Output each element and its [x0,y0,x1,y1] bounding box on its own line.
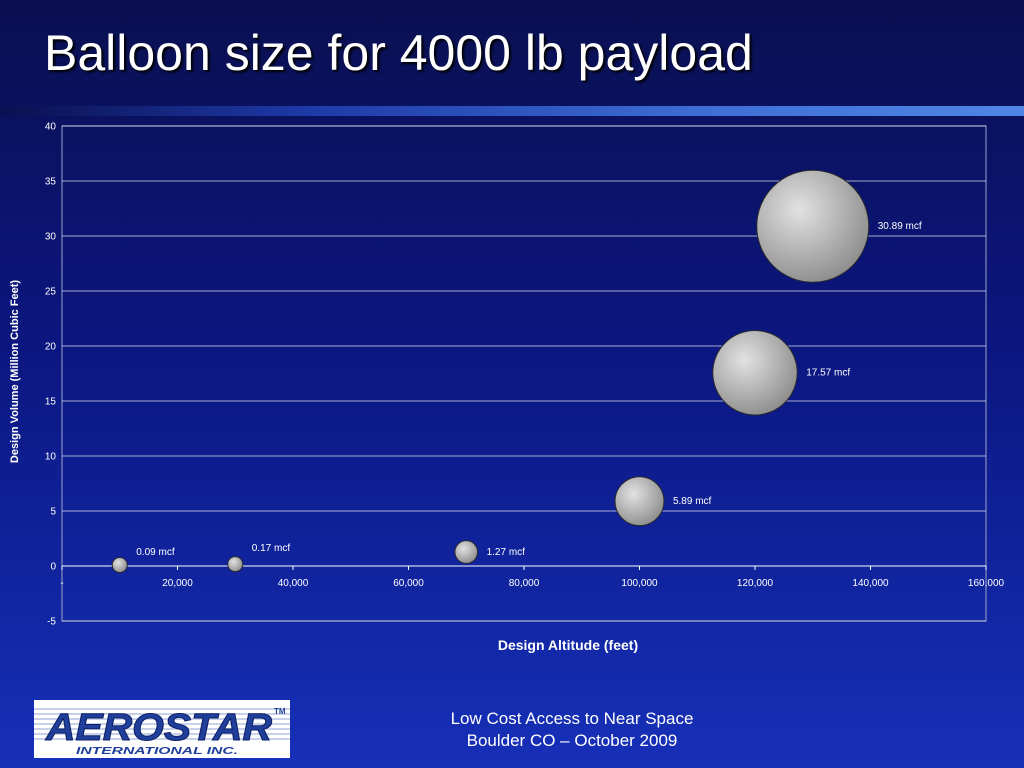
x-tick-label: 60,000 [393,578,424,589]
bubble-data-label: 17.57 mcf [806,368,850,379]
logo-stripe [34,718,290,720]
y-tick-label: 35 [45,177,57,188]
y-tick-label: 0 [50,562,56,573]
bubble-data-label: 30.89 mcf [878,221,922,232]
y-tick-label: 20 [45,342,57,353]
svg-text:AEROSTAR: AEROSTAR [45,707,273,749]
bubble [614,476,665,527]
x-tick-label: 100,000 [621,578,658,589]
logo-stripe [34,728,290,730]
aerostar-logo: AEROSTAR INTERNATIONAL INC. TM [34,700,290,758]
logo-stripe [34,738,290,740]
x-tick-label: - [60,578,63,589]
y-tick-label: 25 [45,287,57,298]
bubble [454,540,479,564]
x-tick-label: 40,000 [278,578,309,589]
y-tick-label: 40 [45,122,57,133]
bubble-data-label: 1.27 mcf [487,547,526,558]
bubble-data-label: 0.09 mcf [136,547,175,558]
svg-text:INTERNATIONAL INC.: INTERNATIONAL INC. [76,746,238,757]
bubble [227,556,244,573]
bubble-data-label: 5.89 mcf [673,496,712,507]
logo-stripe [34,723,290,725]
logo-stripe [34,708,290,710]
footer: Low Cost Access to Near Space Boulder CO… [420,708,724,752]
y-axis-title: Design Volume (Million Cubic Feet) [9,280,21,463]
bubble [712,329,798,416]
x-tick-label: 20,000 [162,578,193,589]
footer-line-1: Low Cost Access to Near Space [450,709,694,728]
bubble-chart: -5 0 5 10 15 20 25 30 35 40 - 20,000 40,000 60,000 80,… [9,122,1005,654]
x-axis-title: Design Altitude (feet) [498,637,638,653]
y-tick-label: 15 [45,397,57,408]
bubble [756,169,870,283]
logo-stripe [34,713,290,715]
y-tick-label: 10 [45,452,57,463]
x-tick-label: 120,000 [737,578,774,589]
bubble [111,557,128,574]
title-rule [0,106,1024,116]
y-tick-label: 30 [45,232,57,243]
x-tick-label: 140,000 [852,578,889,589]
logo-stripe [34,733,290,735]
bubble-data-label: 0.17 mcf [252,543,291,554]
x-tick-label: 80,000 [509,578,540,589]
y-tick-label: 5 [50,507,56,518]
x-tick-label: 160,000 [968,578,1005,589]
y-tick-label: -5 [47,617,56,628]
footer-line-2: Boulder CO – October 2009 [466,731,678,750]
svg-text:TM: TM [274,707,286,716]
slide-title: Balloon size for 4000 lb payload [44,25,753,81]
